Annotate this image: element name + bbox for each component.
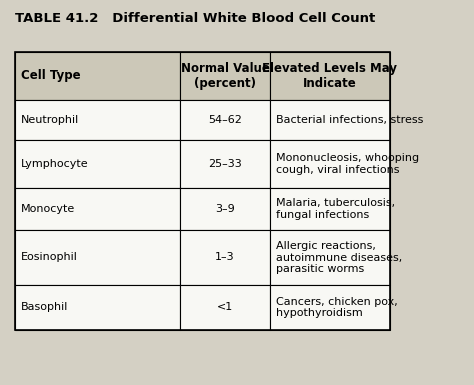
Text: 3–9: 3–9: [215, 204, 235, 214]
Text: Eosinophil: Eosinophil: [21, 253, 78, 263]
Text: Bacterial infections, stress: Bacterial infections, stress: [276, 115, 423, 125]
Text: Elevated Levels May
Indicate: Elevated Levels May Indicate: [263, 62, 398, 90]
Bar: [15, 52, 180, 100]
Bar: [15, 230, 180, 285]
Bar: [270, 285, 390, 330]
Text: <1: <1: [217, 303, 233, 313]
Text: 54–62: 54–62: [208, 115, 242, 125]
Bar: [15, 140, 180, 188]
Bar: [270, 100, 390, 140]
Text: Cell Type: Cell Type: [21, 70, 81, 82]
Bar: [270, 140, 390, 188]
Bar: [180, 188, 270, 230]
Bar: [15, 188, 180, 230]
Text: Malaria, tuberculosis,
fungal infections: Malaria, tuberculosis, fungal infections: [276, 198, 395, 220]
Text: 1–3: 1–3: [215, 253, 235, 263]
Bar: [15, 285, 180, 330]
Bar: [180, 52, 270, 100]
Bar: [180, 140, 270, 188]
Text: TABLE 41.2   Differential White Blood Cell Count: TABLE 41.2 Differential White Blood Cell…: [15, 12, 375, 25]
Bar: [180, 230, 270, 285]
Bar: [180, 285, 270, 330]
Text: Normal Value
(percent): Normal Value (percent): [181, 62, 269, 90]
Bar: [15, 52, 390, 330]
Text: Mononucleosis, whooping
cough, viral infections: Mononucleosis, whooping cough, viral inf…: [276, 153, 419, 175]
Text: Monocyte: Monocyte: [21, 204, 75, 214]
Bar: [270, 230, 390, 285]
Text: Lymphocyte: Lymphocyte: [21, 159, 89, 169]
Text: Neutrophil: Neutrophil: [21, 115, 79, 125]
Text: Cancers, chicken pox,
hypothyroidism: Cancers, chicken pox, hypothyroidism: [276, 297, 398, 318]
Bar: [15, 100, 180, 140]
Bar: [180, 100, 270, 140]
Text: 25–33: 25–33: [208, 159, 242, 169]
Bar: [270, 188, 390, 230]
Text: Basophil: Basophil: [21, 303, 68, 313]
Bar: [270, 52, 390, 100]
Text: Allergic reactions,
autoimmune diseases,
parasitic worms: Allergic reactions, autoimmune diseases,…: [276, 241, 402, 274]
